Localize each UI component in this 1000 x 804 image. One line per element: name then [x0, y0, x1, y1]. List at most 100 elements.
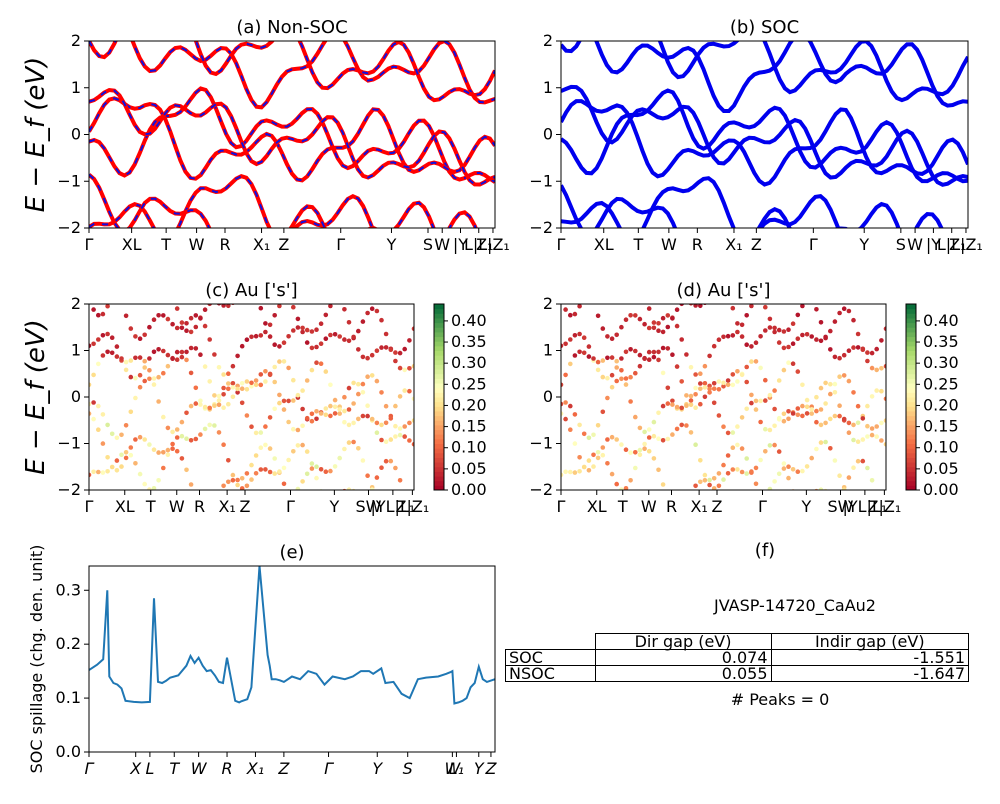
x-tick-label: Γ	[557, 235, 566, 254]
data-point	[402, 567, 407, 572]
colorbar-segment	[434, 308, 444, 314]
data-point	[586, 354, 592, 359]
data-point	[161, 414, 166, 420]
data-point	[883, 326, 886, 331]
colorbar-segment	[906, 471, 916, 477]
data-point	[786, 248, 791, 253]
data-point	[295, 325, 301, 330]
colorbar-segment	[906, 452, 916, 458]
colorbar-segment	[434, 457, 444, 463]
data-point	[179, 433, 185, 439]
data-point	[170, 356, 175, 362]
data-point	[707, 353, 712, 359]
data-point	[258, 372, 264, 377]
x-tick-label: W	[907, 235, 923, 254]
data-point	[823, 270, 828, 275]
data-point	[89, 411, 92, 416]
data-point	[119, 299, 124, 304]
data-point	[198, 398, 203, 404]
data-point	[230, 394, 236, 400]
data-point	[582, 199, 587, 204]
data-point	[393, 575, 398, 580]
data-point	[860, 416, 866, 421]
plot-frame	[88, 40, 496, 229]
x-tick-label: Z|Z₁	[949, 235, 983, 254]
data-point	[277, 469, 282, 474]
data-point	[698, 458, 703, 463]
data-point	[591, 529, 596, 534]
data-point	[207, 506, 212, 511]
data-point	[869, 426, 875, 431]
data-point	[633, 348, 638, 354]
data-point	[814, 337, 819, 342]
data-point	[790, 341, 796, 347]
data-point	[628, 450, 633, 455]
data-point	[679, 211, 684, 216]
data-point	[286, 365, 291, 371]
data-point	[128, 374, 134, 380]
data-point	[832, 354, 838, 360]
data-point	[407, 557, 412, 562]
data-point	[790, 467, 796, 472]
spillage-series	[89, 566, 495, 705]
data-point	[568, 427, 573, 433]
data-point	[660, 403, 666, 409]
data-point	[730, 467, 736, 472]
data-point	[855, 345, 861, 350]
data-point	[646, 349, 652, 355]
data-point	[614, 332, 619, 338]
colorbar-tick-label: 0.10	[923, 438, 959, 457]
data-point	[147, 324, 152, 330]
colorbar-segment	[434, 392, 444, 398]
data-point	[156, 450, 161, 455]
data-point	[670, 398, 675, 404]
data-point	[291, 426, 296, 432]
colorbar-segment	[434, 480, 444, 486]
data-point	[823, 380, 828, 386]
data-point	[874, 367, 879, 373]
data-point	[184, 467, 189, 473]
data-point	[383, 439, 389, 445]
data-point	[595, 367, 601, 373]
data-point	[137, 336, 143, 342]
data-point	[397, 432, 403, 438]
data-point	[193, 346, 199, 351]
data-point	[772, 442, 777, 448]
data-point	[869, 365, 875, 371]
data-point	[393, 423, 398, 429]
data-point	[239, 400, 245, 406]
data-point	[319, 534, 324, 539]
data-point	[383, 458, 389, 464]
y-tick-label: 2	[71, 31, 81, 50]
data-point	[304, 415, 310, 421]
data-point	[855, 403, 861, 409]
data-point	[841, 306, 847, 312]
data-point	[235, 386, 240, 392]
colorbar: 0.00 0.05 0.10 0.15 0.20 0.25 0.30 0.35 0.40	[905, 303, 959, 499]
colorbar-tick-label: 0.20	[451, 395, 487, 414]
data-point	[628, 347, 633, 352]
data-point	[591, 356, 596, 361]
data-point	[726, 521, 731, 526]
data-point	[735, 424, 740, 429]
band-line-dashed	[89, 173, 435, 228]
x-tick-label: T	[617, 497, 628, 516]
data-point	[833, 275, 838, 280]
data-point	[323, 412, 329, 418]
data-point	[244, 413, 250, 418]
data-point	[263, 442, 268, 448]
data-point	[786, 327, 791, 333]
data-point	[767, 392, 773, 398]
data-point	[356, 571, 361, 576]
data-point	[791, 263, 796, 268]
colorbar-segment	[906, 327, 916, 333]
data-point	[716, 379, 722, 384]
data-point	[96, 361, 101, 367]
data-point	[814, 408, 819, 414]
data-point	[226, 516, 231, 521]
scatter-points	[561, 199, 886, 534]
data-point	[370, 270, 375, 275]
data-point	[346, 407, 352, 412]
data-point	[235, 353, 240, 359]
